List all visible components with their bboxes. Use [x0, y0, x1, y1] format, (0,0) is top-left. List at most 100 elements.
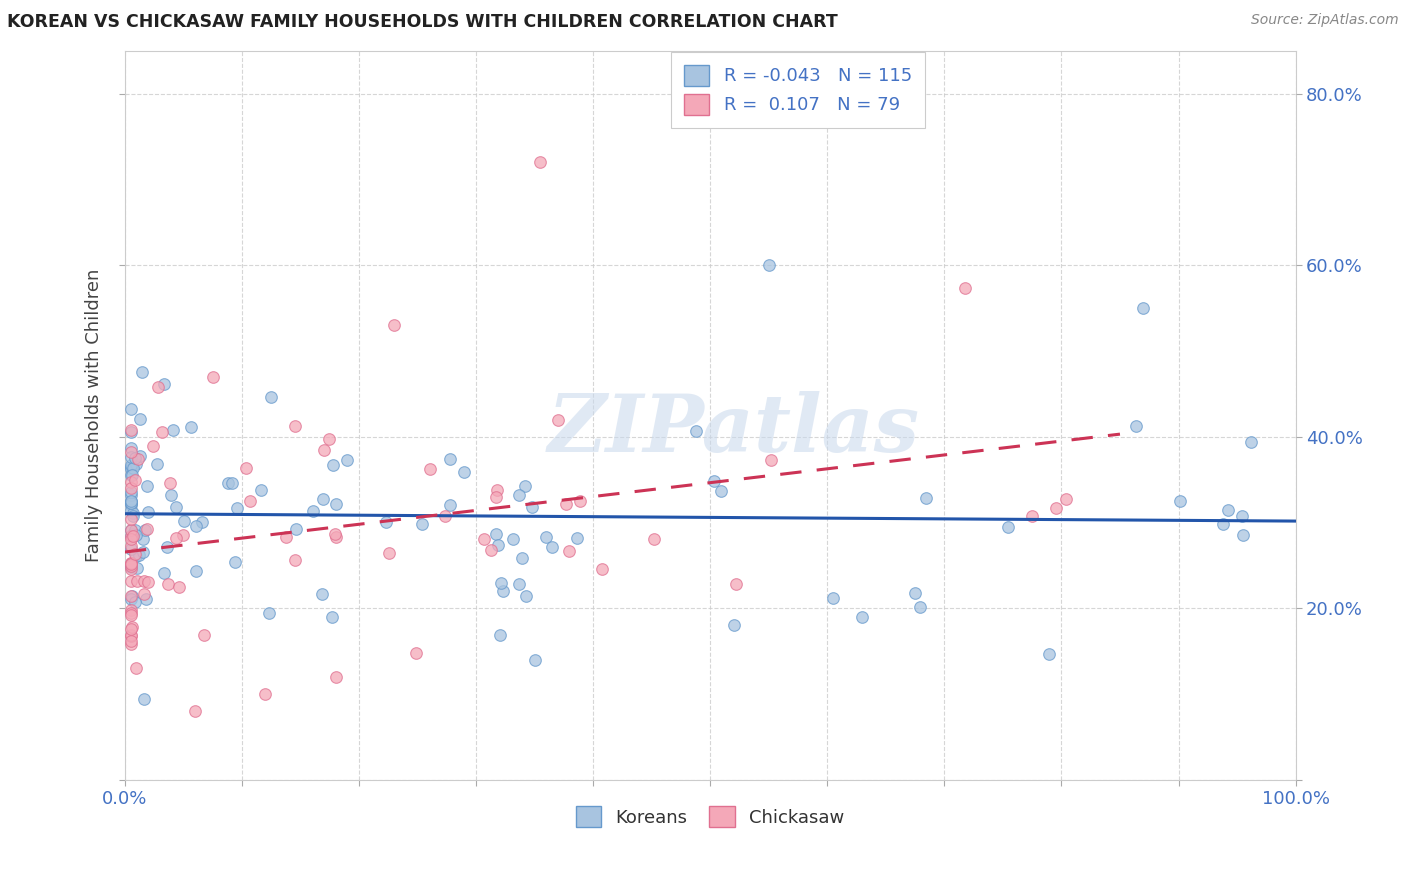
Point	[224, 555, 246, 569]
Point	[120, 503, 142, 517]
Point	[1216, 502, 1239, 516]
Point	[120, 592, 142, 607]
Point	[508, 577, 530, 591]
Point	[547, 413, 569, 427]
Point	[120, 402, 142, 417]
Point	[122, 526, 145, 541]
Point	[127, 452, 149, 467]
Point	[120, 603, 142, 617]
Point	[156, 577, 179, 591]
Point	[124, 524, 146, 538]
Point	[725, 577, 748, 591]
Point	[134, 523, 156, 537]
Point	[120, 481, 142, 495]
Point	[284, 419, 307, 434]
Text: Source: ZipAtlas.com: Source: ZipAtlas.com	[1251, 13, 1399, 28]
Point	[285, 522, 308, 536]
Point	[124, 547, 146, 561]
Point	[512, 550, 534, 565]
Point	[153, 377, 176, 392]
Point	[284, 553, 307, 567]
Point	[172, 527, 194, 541]
Point	[904, 586, 927, 600]
Point	[851, 609, 873, 624]
Point	[325, 530, 347, 544]
Point	[153, 566, 176, 580]
Point	[485, 490, 508, 504]
Point	[643, 532, 665, 546]
Point	[221, 476, 243, 491]
Point	[131, 533, 153, 547]
Point	[120, 557, 142, 571]
Point	[184, 518, 207, 533]
Point	[488, 628, 510, 642]
Point	[150, 425, 173, 439]
Point	[489, 576, 512, 591]
Point	[165, 500, 187, 514]
Point	[136, 522, 159, 536]
Point	[250, 483, 273, 497]
Point	[336, 452, 359, 467]
Point	[129, 412, 152, 426]
Point	[122, 508, 145, 523]
Point	[276, 530, 298, 544]
Point	[145, 457, 167, 471]
Point	[314, 443, 336, 458]
Point	[124, 595, 146, 609]
Point	[1021, 509, 1043, 524]
Point	[121, 461, 143, 475]
Point	[325, 670, 347, 684]
Point	[125, 549, 148, 563]
Point	[485, 483, 508, 498]
Point	[121, 467, 143, 482]
Point	[120, 494, 142, 508]
Point	[125, 528, 148, 542]
Point	[120, 459, 142, 474]
Point	[1232, 528, 1254, 542]
Point	[124, 473, 146, 487]
Point	[453, 465, 475, 479]
Point	[534, 530, 557, 544]
Point	[377, 546, 399, 560]
Point	[239, 493, 262, 508]
Point	[120, 560, 142, 574]
Point	[120, 622, 142, 636]
Point	[908, 600, 931, 615]
Point	[120, 458, 142, 472]
Point	[120, 533, 142, 547]
Point	[120, 462, 142, 476]
Point	[120, 524, 142, 538]
Point	[120, 589, 142, 603]
Point	[159, 476, 181, 491]
Point	[723, 618, 745, 632]
Point	[325, 497, 347, 511]
Point	[135, 591, 157, 606]
Point	[120, 475, 142, 489]
Point	[132, 545, 155, 559]
Point	[382, 318, 405, 332]
Point	[323, 527, 346, 541]
Point	[226, 500, 249, 515]
Point	[479, 542, 502, 557]
Point	[915, 491, 938, 505]
Point	[125, 661, 148, 675]
Point	[124, 450, 146, 465]
Point	[131, 365, 153, 379]
Point	[759, 452, 782, 467]
Point	[823, 591, 845, 605]
Point	[1125, 419, 1147, 434]
Point	[120, 542, 142, 557]
Point	[120, 637, 142, 651]
Point	[472, 532, 495, 546]
Point	[1240, 435, 1263, 450]
Point	[121, 620, 143, 634]
Point	[540, 540, 562, 554]
Point	[125, 458, 148, 472]
Point	[127, 574, 149, 589]
Point	[120, 523, 142, 537]
Point	[997, 520, 1019, 534]
Point	[120, 496, 142, 510]
Point	[554, 497, 576, 511]
Point	[439, 451, 461, 466]
Point	[159, 487, 181, 501]
